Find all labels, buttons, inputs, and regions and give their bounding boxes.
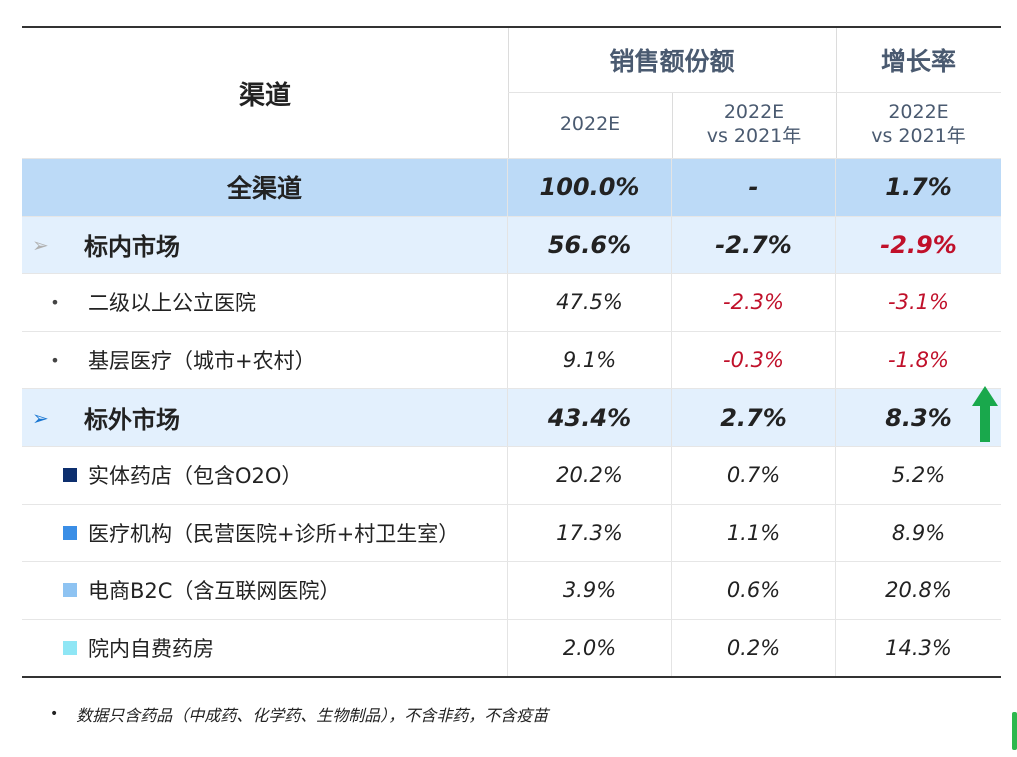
row-label: 全渠道 bbox=[22, 159, 508, 216]
share-value: 20.2% bbox=[556, 463, 623, 488]
bullet-icon: • bbox=[50, 350, 60, 370]
change-value: 2.7% bbox=[720, 403, 787, 432]
row-label: 标内市场 bbox=[84, 233, 180, 262]
table-row: • 二级以上公立医院 47.5% -2.3% -3.1% bbox=[22, 273, 1001, 331]
header-growth-rate: 增长率 bbox=[880, 47, 956, 76]
header-growth-change: 2022E vs 2021年 bbox=[871, 101, 966, 147]
growth-value: -3.1% bbox=[888, 290, 949, 315]
growth-value: 14.3% bbox=[885, 636, 952, 661]
channel-table: 渠道 销售额份额 增长率 2022E 2022E vs 2021年 2022E vs… bbox=[22, 26, 1001, 679]
header-channel: 渠道 bbox=[238, 80, 291, 111]
table-row-all-channels: 全渠道 100.0% - 1.7% bbox=[22, 158, 1001, 216]
share-value: 3.9% bbox=[562, 578, 617, 603]
growth-value: 5.2% bbox=[891, 463, 946, 488]
change-value: -2.7% bbox=[715, 230, 792, 259]
header-share-change: 2022E vs 2021年 bbox=[706, 101, 802, 147]
growth-value: -1.8% bbox=[888, 348, 949, 373]
square-bullet-icon bbox=[63, 583, 77, 598]
triangle-right-icon: ➢ bbox=[32, 405, 49, 430]
growth-value: -2.9% bbox=[880, 230, 957, 259]
change-value: -0.3% bbox=[723, 348, 784, 373]
row-label: 实体药店（包含O2O） bbox=[88, 464, 303, 489]
header-sales-share: 销售额份额 bbox=[609, 47, 735, 76]
share-value: 2.0% bbox=[562, 636, 617, 661]
share-value: 47.5% bbox=[556, 290, 623, 315]
table-row: 院内自费药房 2.0% 0.2% 14.3% bbox=[22, 618, 1001, 677]
change-value: -2.3% bbox=[723, 290, 784, 315]
growth-value: 1.7% bbox=[885, 173, 952, 202]
square-bullet-icon bbox=[63, 641, 77, 656]
row-label: 医疗机构（民营医院+诊所+村卫生室） bbox=[88, 521, 460, 546]
table-row-in-list-market: ➢ 标内市场 56.6% -2.7% -2.9% bbox=[22, 215, 1001, 274]
slide-edge-marker bbox=[1012, 712, 1017, 750]
change-value: 1.1% bbox=[726, 520, 781, 545]
divider bbox=[836, 28, 837, 158]
square-bullet-icon bbox=[63, 468, 77, 483]
row-label: 标外市场 bbox=[84, 406, 180, 435]
row-label: 二级以上公立医院 bbox=[88, 291, 256, 316]
table-row: 医疗机构（民营医院+诊所+村卫生室） 17.3% 1.1% 8.9% bbox=[22, 503, 1001, 562]
share-value: 43.4% bbox=[547, 403, 632, 432]
change-value: - bbox=[748, 173, 759, 202]
divider bbox=[672, 92, 673, 158]
bullet-icon: • bbox=[50, 706, 59, 722]
table-row-off-list-market: ➢ 标外市场 43.4% 2.7% 8.3% bbox=[22, 388, 1001, 446]
square-bullet-icon bbox=[63, 525, 77, 540]
change-value: 0.2% bbox=[726, 636, 781, 661]
table-header: 渠道 销售额份额 增长率 2022E 2022E vs 2021年 2022E vs… bbox=[22, 28, 1001, 158]
row-label: 院内自费药房 bbox=[88, 637, 214, 662]
share-value: 9.1% bbox=[562, 348, 617, 373]
change-value: 0.6% bbox=[726, 578, 781, 603]
share-value: 100.0% bbox=[539, 173, 640, 202]
triangle-right-icon: ➢ bbox=[32, 232, 49, 257]
growth-value: 20.8% bbox=[885, 578, 952, 603]
divider bbox=[508, 28, 509, 158]
share-value: 56.6% bbox=[547, 230, 632, 259]
table-row: 电商B2C（含互联网医院） 3.9% 0.6% 20.8% bbox=[22, 561, 1001, 619]
table-row: • 基层医疗（城市+农村） 9.1% -0.3% -1.8% bbox=[22, 330, 1001, 389]
growth-value: 8.9% bbox=[891, 520, 946, 545]
table-row: 实体药店（包含O2O） 20.2% 0.7% 5.2% bbox=[22, 445, 1001, 504]
footnote: • 数据只含药品（中成药、化学药、生物制品），不含非药，不含疫苗 bbox=[50, 702, 548, 726]
bullet-icon: • bbox=[50, 292, 60, 312]
divider bbox=[508, 92, 1001, 93]
footnote-text: 数据只含药品（中成药、化学药、生物制品），不含非药，不含疫苗 bbox=[76, 706, 549, 725]
row-label: 基层医疗（城市+农村） bbox=[88, 349, 316, 374]
up-arrow-icon bbox=[972, 386, 998, 442]
row-label: 电商B2C（含互联网医院） bbox=[88, 579, 341, 604]
header-share-2022: 2022E bbox=[559, 113, 621, 136]
growth-value: 8.3% bbox=[885, 403, 952, 432]
share-value: 17.3% bbox=[556, 520, 623, 545]
change-value: 0.7% bbox=[726, 463, 781, 488]
